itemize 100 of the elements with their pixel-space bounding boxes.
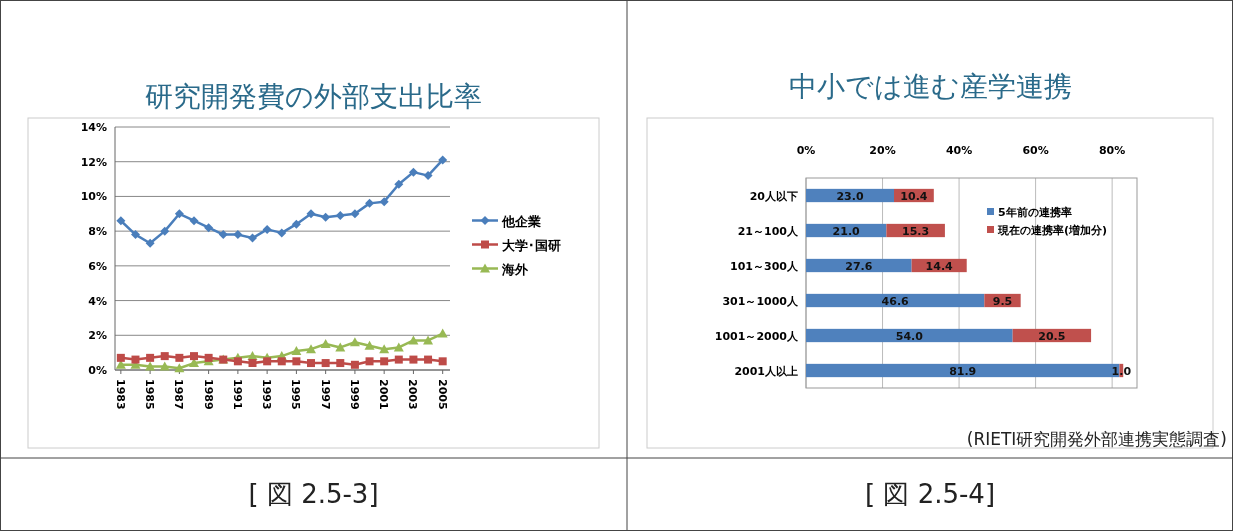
point <box>306 344 317 354</box>
legend-label: 海外 <box>501 261 529 277</box>
point <box>364 340 375 350</box>
point <box>146 353 155 362</box>
point <box>189 216 199 226</box>
y-tick-label: 21～100人 <box>737 224 799 238</box>
point <box>262 224 272 234</box>
legend-label: 大学･国研 <box>502 237 561 253</box>
point <box>277 357 286 366</box>
y-tick-label: 12% <box>80 155 107 169</box>
point <box>277 228 287 238</box>
point <box>438 357 447 366</box>
point <box>438 155 448 165</box>
bar <box>806 328 1013 343</box>
data-label: 21.0 <box>832 224 861 238</box>
point <box>174 209 184 219</box>
data-label: 15.3 <box>902 224 930 238</box>
x-tick-label: 1993 <box>260 379 274 410</box>
point <box>365 198 375 208</box>
x-tick-label: 1997 <box>318 379 332 410</box>
x-tick-label: 2005 <box>435 379 449 410</box>
x-tick-label: 1991 <box>230 379 244 410</box>
point <box>204 353 213 362</box>
point <box>190 352 198 361</box>
y-tick-label: 10% <box>80 190 107 204</box>
point <box>335 342 346 352</box>
data-label: 1.0 <box>1111 364 1132 378</box>
point <box>335 211 345 221</box>
x-tick-label: 1987 <box>172 379 186 410</box>
point <box>233 230 243 240</box>
y-tick-label: 2% <box>88 329 107 343</box>
y-tick-label: 4% <box>88 294 107 308</box>
y-tick-label: 8% <box>88 225 107 239</box>
x-tick-label: 20% <box>869 144 896 157</box>
point <box>350 209 360 219</box>
data-label: 14.4 <box>925 259 954 273</box>
legend-label: 他企業 <box>501 213 541 229</box>
point <box>336 359 345 368</box>
data-label: 27.6 <box>845 259 873 273</box>
point <box>320 338 331 348</box>
data-label: 9.5 <box>992 294 1013 308</box>
data-label: 81.9 <box>949 364 977 378</box>
point <box>145 238 155 248</box>
point <box>321 359 330 368</box>
x-tick-label: 40% <box>945 144 973 157</box>
point <box>116 353 125 362</box>
chart-title: 研究開発費の外部支出比率 <box>145 80 482 113</box>
point <box>394 355 403 364</box>
point <box>408 167 418 177</box>
point <box>437 328 448 338</box>
data-label: 23.0 <box>836 189 864 203</box>
point <box>291 219 301 229</box>
chart-title: 中小では進む産学連携 <box>788 70 1072 103</box>
text: [ 図 2.5-3] <box>248 479 379 509</box>
point <box>292 357 301 366</box>
legend-label: 現在の連携率(増加分) <box>997 224 1108 237</box>
x-tick-label: 2003 <box>406 379 420 410</box>
point <box>145 361 156 371</box>
x-tick-label: 1983 <box>113 379 127 410</box>
y-tick-label: 301～1000人 <box>722 294 799 308</box>
point <box>204 223 214 233</box>
point <box>424 355 433 364</box>
text: [ 図 2.5-4] <box>864 479 996 509</box>
x-tick-label: 60% <box>1022 144 1049 157</box>
point <box>321 212 331 222</box>
point <box>365 357 374 366</box>
point <box>291 345 302 355</box>
y-tick-label: 2001人以上 <box>734 364 798 378</box>
y-tick-label: 101～300人 <box>730 259 799 273</box>
point <box>130 230 140 240</box>
point <box>409 355 418 364</box>
point <box>218 230 228 240</box>
point <box>248 359 257 368</box>
x-tick-label: 1995 <box>289 379 303 410</box>
x-tick-label: 0% <box>796 144 816 157</box>
point <box>159 361 170 371</box>
point <box>131 355 140 364</box>
point <box>160 352 169 361</box>
point <box>394 179 404 189</box>
point <box>307 359 316 368</box>
text: (RIETI研究開発外部連携実態調査) <box>966 429 1227 449</box>
y-tick-label: 6% <box>88 259 107 273</box>
point <box>349 337 360 347</box>
point <box>423 171 433 181</box>
point <box>263 357 272 366</box>
x-tick-label: 80% <box>1098 144 1126 157</box>
y-tick-label: 1001～2000人 <box>714 329 799 343</box>
point <box>248 233 258 243</box>
legend-label: 5年前の連携率 <box>998 206 1072 219</box>
data-label: 54.0 <box>895 329 924 343</box>
bar <box>806 293 985 308</box>
point <box>350 360 359 369</box>
point <box>379 197 389 207</box>
y-tick-label: 14% <box>80 121 107 134</box>
y-tick-label: 0% <box>88 364 107 377</box>
x-tick-label: 1999 <box>347 379 361 410</box>
x-tick-label: 1985 <box>143 379 157 410</box>
point <box>175 353 184 362</box>
data-label: 46.6 <box>881 294 910 308</box>
point <box>160 226 170 236</box>
